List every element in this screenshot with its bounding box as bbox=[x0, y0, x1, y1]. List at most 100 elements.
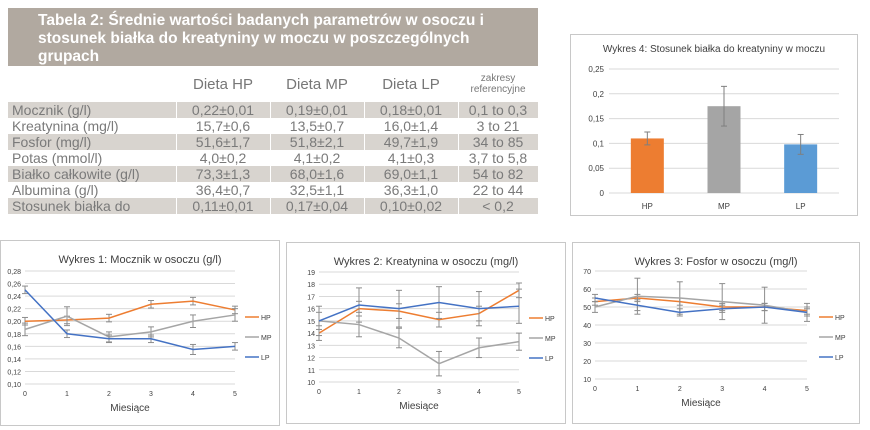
table-cell: Kreatynina (mg/l) bbox=[8, 118, 177, 134]
table-row: Albumina (g/l) 36,4±0,7 32,5±1,1 36,3±1,… bbox=[8, 182, 539, 198]
x-tick-label: 3 bbox=[149, 391, 153, 398]
table-row: Stosunek białka do 0,11±0,01 0,17±0,04 0… bbox=[8, 198, 539, 214]
legend-label: MP bbox=[545, 336, 556, 343]
chart-wykres3: Wykres 3: Fosfor w osoczu (mg/l) 10 20 30 40… bbox=[572, 242, 860, 424]
table-row: Potas (mmol/l) 4,0±0,2 4,1±0,2 4,1±0,3 3… bbox=[8, 150, 539, 166]
table-row: Kreatynina (mg/l) 15,7±0,6 13,5±0,7 16,0… bbox=[8, 118, 539, 134]
table-cell: Albumina (g/l) bbox=[8, 182, 177, 198]
y-tick-label: 14 bbox=[307, 331, 315, 338]
y-tick-label: 11 bbox=[308, 368, 315, 375]
y-tick-label: 70 bbox=[583, 269, 591, 276]
x-tick-label: HP bbox=[642, 202, 653, 211]
y-tick-label: 0,10 bbox=[7, 382, 21, 389]
table-header-row: Dieta HP Dieta MP Dieta LP zakresy refer… bbox=[8, 66, 539, 102]
series-line-mp bbox=[24, 314, 236, 338]
table-header-cell: zakresy referencyjne bbox=[458, 66, 539, 102]
bar-hp bbox=[630, 138, 664, 193]
table-cell: 36,3±1,0 bbox=[364, 182, 459, 198]
table-cell: 16,0±1,4 bbox=[364, 118, 459, 134]
table-cell: 0,19±0,01 bbox=[270, 102, 365, 118]
legend-label: MP bbox=[261, 335, 272, 342]
legend-label: HP bbox=[545, 316, 555, 323]
table-header-cell: Dieta MP bbox=[270, 66, 365, 102]
y-tick-label: 13 bbox=[307, 343, 315, 350]
table-cell: 0,10±0,02 bbox=[364, 198, 459, 214]
x-tick-label: 2 bbox=[678, 386, 682, 393]
chart-title: Wykres 2: Kreatynina w osoczu (mg/l) bbox=[334, 256, 519, 268]
table-cell: Stosunek białka do bbox=[8, 198, 177, 214]
chart-title: Wykres 1: Mocznik w osoczu (g/l) bbox=[58, 254, 221, 266]
chart-wykres4: Wykres 4: Stosunek białka do kreatyniny … bbox=[570, 34, 858, 216]
table-cell: 4,1±0,2 bbox=[270, 150, 365, 166]
table-cell: 51,8±2,1 bbox=[270, 134, 365, 150]
table-cell: < 0,2 bbox=[458, 198, 539, 214]
legend-label: HP bbox=[835, 315, 845, 322]
bar-chart-svg: Wykres 4: Stosunek białka do kreatyniny … bbox=[588, 44, 839, 211]
y-tick-label: 17 bbox=[307, 294, 315, 301]
table-cell: 0,11±0,01 bbox=[176, 198, 271, 214]
table-cell: 4,0±0,2 bbox=[176, 150, 271, 166]
x-tick-label: 5 bbox=[517, 389, 521, 396]
line-chart-svg: Wykres 2: Kreatynina w osoczu (mg/l)1011… bbox=[307, 256, 556, 412]
table-cell: 51,6±1,7 bbox=[176, 134, 271, 150]
series-line-hp bbox=[24, 300, 236, 322]
x-tick-label: 0 bbox=[593, 386, 597, 393]
y-tick-label: 60 bbox=[583, 287, 591, 294]
x-tick-label: 5 bbox=[805, 386, 809, 393]
y-tick-label: 0,25 bbox=[588, 65, 604, 74]
table-cell: 15,7±0,6 bbox=[176, 118, 271, 134]
table-cell: Białko całkowite (g/l) bbox=[8, 166, 177, 182]
y-tick-label: 12 bbox=[307, 356, 315, 363]
y-tick-label: 0,12 bbox=[7, 369, 21, 376]
table-cell: 69,0±1,1 bbox=[364, 166, 459, 182]
x-tick-label: 5 bbox=[233, 391, 237, 398]
y-tick-label: 0,18 bbox=[7, 332, 21, 339]
legend-label: MP bbox=[835, 335, 846, 342]
y-tick-label: 0 bbox=[600, 189, 605, 198]
x-tick-label: 1 bbox=[65, 391, 69, 398]
table-cell: 36,4±0,7 bbox=[176, 182, 271, 198]
x-tick-label: 4 bbox=[477, 389, 481, 396]
table-cell: 0,1 to 0,3 bbox=[458, 102, 539, 118]
y-tick-label: 18 bbox=[307, 282, 315, 289]
table-cell: 73,3±1,3 bbox=[176, 166, 271, 182]
y-tick-label: 0,2 bbox=[593, 90, 605, 99]
x-tick-label: 2 bbox=[397, 389, 401, 396]
table-cell: 22 to 44 bbox=[458, 182, 539, 198]
y-tick-label: 15 bbox=[307, 319, 315, 326]
legend-label: HP bbox=[261, 315, 271, 322]
table-cell: Potas (mmol/l) bbox=[8, 150, 177, 166]
y-tick-label: 0,28 bbox=[7, 269, 21, 276]
y-tick-label: 20 bbox=[583, 359, 591, 366]
table-cell: 13,5±0,7 bbox=[270, 118, 365, 134]
table-cell: 3 to 21 bbox=[458, 118, 539, 134]
y-tick-label: 50 bbox=[583, 305, 591, 312]
y-tick-label: 40 bbox=[583, 323, 591, 330]
x-tick-label: 1 bbox=[357, 389, 361, 396]
legend-label: LP bbox=[545, 356, 554, 363]
y-tick-label: 0,15 bbox=[588, 115, 604, 124]
y-tick-label: 19 bbox=[307, 270, 315, 277]
table-cell: 0,22±0,01 bbox=[176, 102, 271, 118]
line-chart-svg: Wykres 3: Fosfor w osoczu (mg/l)10203040… bbox=[583, 256, 846, 409]
y-tick-label: 30 bbox=[583, 341, 591, 348]
legend-label: LP bbox=[835, 355, 844, 362]
x-tick-label: 3 bbox=[720, 386, 724, 393]
y-tick-label: 10 bbox=[307, 380, 315, 387]
x-tick-label: MP bbox=[718, 202, 730, 211]
y-tick-label: 0,22 bbox=[7, 307, 21, 314]
x-axis-label: Miesiące bbox=[681, 398, 721, 409]
line-chart-svg: Wykres 1: Mocznik w osoczu (g/l) 0,10 0,12… bbox=[7, 254, 272, 414]
table-header-cell bbox=[8, 66, 177, 102]
y-tick-label: 0,16 bbox=[7, 344, 21, 351]
series-line-lp bbox=[594, 297, 808, 314]
y-tick-label: 0,20 bbox=[7, 319, 21, 326]
chart-wykres2: Wykres 2: Kreatynina w osoczu (mg/l) 10 11… bbox=[286, 242, 566, 424]
table-cell: 0,18±0,01 bbox=[364, 102, 459, 118]
y-tick-label: 10 bbox=[583, 377, 591, 384]
table-header-cell: Dieta LP bbox=[364, 66, 459, 102]
table-cell: 68,0±1,6 bbox=[270, 166, 365, 182]
y-tick-label: 0,05 bbox=[588, 164, 604, 173]
table-row: Fosfor (mg/l) 51,6±1,7 51,8±2,1 49,7±1,9… bbox=[8, 134, 539, 150]
table-cell: 54 to 82 bbox=[458, 166, 539, 182]
